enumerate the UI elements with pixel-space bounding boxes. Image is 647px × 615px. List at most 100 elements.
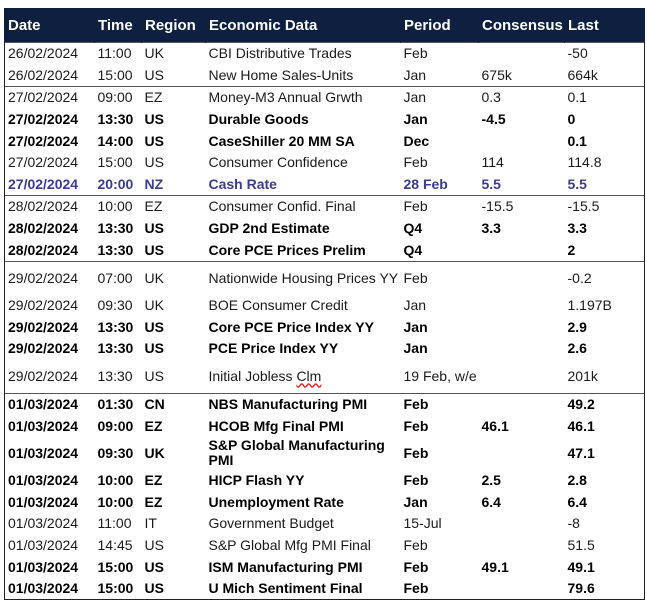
period-cell: Jan <box>403 318 428 335</box>
last-cell: -8 <box>564 513 645 535</box>
indicator-cell: PCE Price Index YY <box>208 340 339 357</box>
date-cell: 01/03/2024 <box>4 556 95 578</box>
indicator-cell: Unemployment Rate <box>208 493 344 510</box>
col-header-date: Date <box>4 8 95 43</box>
last-cell: -50 <box>564 41 645 65</box>
date-cell: 26/02/2024 <box>4 41 95 65</box>
time-cell: 13:30 <box>97 340 134 357</box>
consensus-cell <box>479 295 565 317</box>
indicator-cell: BOE Consumer Credit <box>208 297 348 314</box>
table-row: 29/02/2024 07:00 UK Nationwide Housing Pric… <box>4 260 645 295</box>
consensus-cell <box>479 317 565 339</box>
table-row: 01/03/2024 15:00 US ISM Manufacturing PMI Fe… <box>4 556 645 578</box>
time-cell: 09:00 <box>97 417 134 434</box>
table-row: 28/02/2024 13:30 US GDP 2nd Estimate Q4 3.3 3.… <box>4 217 645 240</box>
table-row: 29/02/2024 13:30 US Initial Jobless Clm 19 F… <box>4 359 645 394</box>
date-cell: 27/02/2024 <box>4 130 95 152</box>
table-row: 01/03/2024 09:00 EZ HCOB Mfg Final PMI Feb 46… <box>4 415 645 437</box>
time-cell: 10:00 <box>97 493 134 510</box>
table-row: 01/03/2024 10:00 EZ HICP Flash YY Feb 2.5 2.8 <box>4 469 645 492</box>
date-cell: 28/02/2024 <box>4 239 95 262</box>
period-cell: Feb <box>400 260 479 295</box>
region-cell: US <box>144 318 164 335</box>
economic-calendar-table: Date Time Region Economic Data Period Co… <box>4 8 645 601</box>
region-cell: US <box>144 66 164 83</box>
col-header-consensus: Consensus <box>478 8 565 43</box>
col-header-period: Period <box>400 8 479 43</box>
period-cell: 15-Jul <box>403 515 442 532</box>
date-cell: 01/03/2024 <box>4 392 95 416</box>
region-cell: US <box>144 132 164 149</box>
region-cell: CN <box>141 392 206 416</box>
last-cell: 79.6 <box>564 577 645 601</box>
last-cell: 46.1 <box>564 415 645 437</box>
period-cell: 28 Feb <box>403 175 448 192</box>
period-cell: Dec <box>403 132 430 149</box>
period-cell: Feb <box>403 536 428 553</box>
date-cell: 29/02/2024 <box>4 338 95 360</box>
region-cell: EZ <box>144 472 163 489</box>
time-cell: 15:00 <box>97 558 134 575</box>
table-row: 27/02/2024 15:00 US Consumer Confidence Feb 1… <box>4 151 645 174</box>
period-cell: Feb <box>400 392 479 416</box>
indicator-cell: ISM Manufacturing PMI <box>208 558 363 575</box>
period-cell: Jan <box>403 340 428 357</box>
consensus-cell <box>478 41 565 65</box>
consensus-cell <box>479 239 565 261</box>
time-cell: 09:30 <box>97 444 134 461</box>
last-cell: 2 <box>564 239 645 262</box>
table-row: 27/02/2024 13:30 US Durable Goods Jan -4.5 0 <box>4 108 645 131</box>
indicator-cell: S&P Global Manufacturing PMI <box>208 437 385 469</box>
region-cell: UK <box>144 297 164 314</box>
table-row: 01/03/2024 10:00 EZ Unemployment Rate Jan 6.4… <box>4 491 645 514</box>
region-cell: US <box>144 111 164 128</box>
table-row: 27/02/2024 14:00 US CaseShiller 20 MM SA Dec… <box>4 130 645 152</box>
period-cell: Feb <box>403 417 429 434</box>
date-cell: 01/03/2024 <box>4 534 95 557</box>
date-cell: 01/03/2024 <box>4 491 95 514</box>
indicator-cell: Core PCE Prices Prelim <box>208 241 366 258</box>
period-cell: Feb <box>400 577 479 601</box>
last-cell: 2.8 <box>564 469 645 492</box>
time-cell: 10:00 <box>94 195 142 218</box>
region-cell: NZ <box>144 175 164 192</box>
consensus-cell <box>479 513 565 535</box>
region-cell: US <box>141 577 206 601</box>
last-cell: 1.197B <box>564 294 645 317</box>
indicator-cell: CaseShiller 20 MM SA <box>208 132 355 149</box>
region-cell: US <box>144 154 164 171</box>
col-header-last: Last <box>564 8 645 43</box>
period-cell: Feb <box>403 558 429 575</box>
indicator-cell: U Mich Sentiment Final <box>205 577 401 601</box>
table-row: 26/02/2024 11:00 UK CBI Distributive Trades… <box>4 41 645 65</box>
period-cell: Q4 <box>403 241 423 258</box>
last-cell: 0 <box>564 108 645 131</box>
table-row: 28/02/2024 13:30 US Core PCE Prices Prelim Q… <box>4 239 645 262</box>
indicator-cell: GDP 2nd Estimate <box>208 220 330 237</box>
table-row: 01/03/2024 11:00 IT Government Budget 15-Jul… <box>4 513 645 535</box>
time-cell: 15:00 <box>94 577 142 601</box>
time-cell: 14:00 <box>97 132 134 149</box>
consensus-cell: -4.5 <box>481 111 506 128</box>
date-cell: 01/03/2024 <box>4 577 95 601</box>
last-cell: 49.2 <box>564 392 645 416</box>
region-cell: UK <box>144 444 165 461</box>
consensus-cell: 2.5 <box>481 472 501 489</box>
table-row: 27/02/2024 20:00 NZ Cash Rate 28 Feb 5.5 5.5 <box>4 173 645 196</box>
last-cell: -15.5 <box>564 195 645 218</box>
spellcheck-underline: Clm <box>296 367 322 384</box>
last-cell: 5.5 <box>564 173 645 196</box>
consensus-cell <box>479 360 565 394</box>
indicator-cell: Durable Goods <box>208 111 309 128</box>
period-cell: Jan <box>403 297 427 314</box>
period-cell: 19 Feb, w/e <box>403 367 477 384</box>
indicator-cell: S&P Global Mfg PMI Final <box>208 536 371 553</box>
consensus-cell <box>479 437 565 470</box>
region-cell: UK <box>141 260 206 295</box>
indicator-cell: Nationwide Housing Prices YY <box>205 260 401 295</box>
last-cell: 201k <box>564 359 645 394</box>
time-cell: 11:00 <box>97 515 132 532</box>
last-cell: 0.1 <box>564 86 645 109</box>
period-cell: Jan <box>400 86 479 109</box>
indicator-cell: NBS Manufacturing PMI <box>205 392 401 416</box>
